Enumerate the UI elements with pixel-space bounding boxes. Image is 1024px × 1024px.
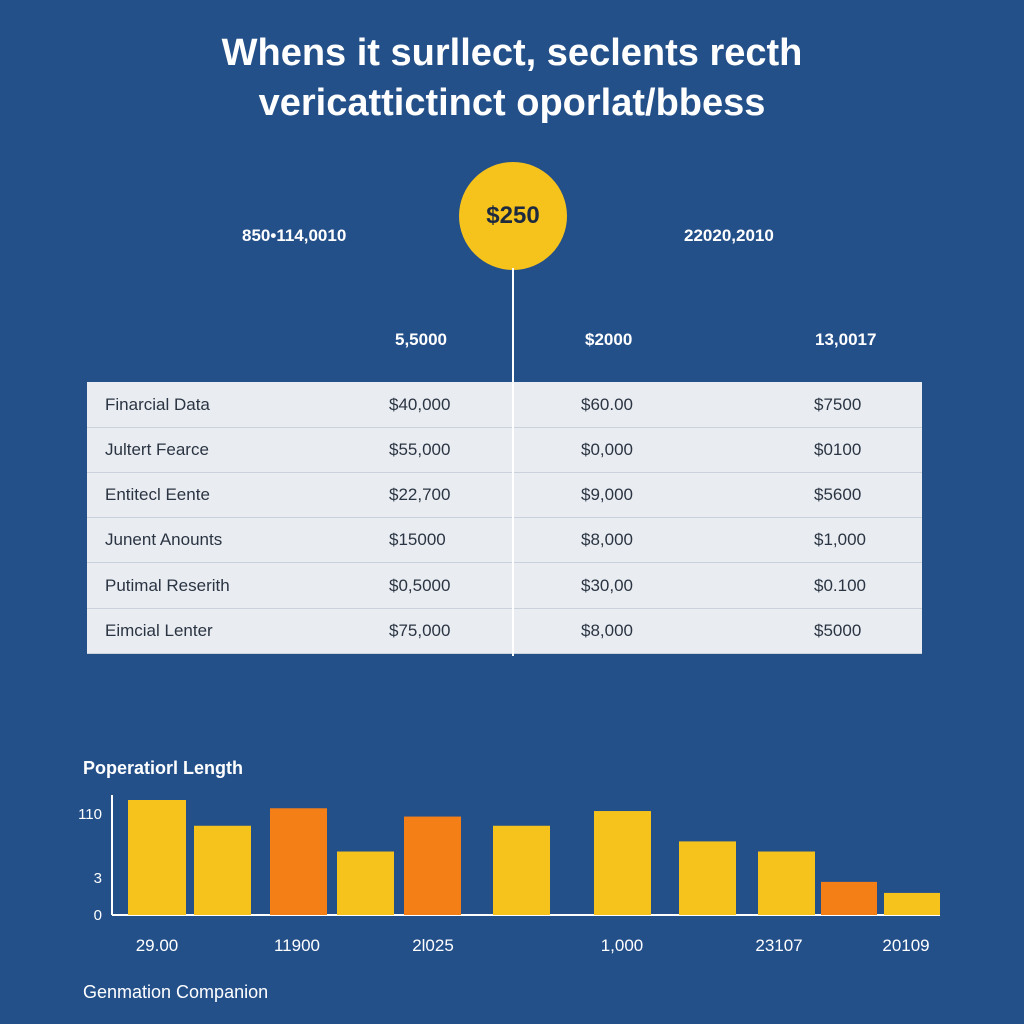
bar [493, 825, 550, 915]
row-label: Entitecl Eente [105, 485, 210, 504]
cell-col-2: $8,000 [581, 530, 633, 549]
table-row: Jultert Fearce $55,000 $0,000 $0100 [87, 427, 922, 473]
table-row: Putimal Reserith $0,5000 $30,00 $0.100 [87, 563, 922, 609]
x-tick-label: 29.00 [136, 936, 179, 955]
cell-col-2: $0,000 [581, 440, 633, 459]
title-line-2: vericattictinct oporlat/bbess [258, 82, 766, 124]
bar [270, 808, 327, 915]
bar [821, 881, 877, 915]
chart-title: Poperatiorl Length [83, 758, 244, 778]
cell-col-1: $22,700 [389, 485, 451, 504]
bar-chart: 0 3 110 29.00 11900 2l025 1,000 23107 20109 [78, 795, 940, 955]
range-left-label: 850•114,0010 [242, 226, 347, 245]
x-tick-label: 1,000 [601, 936, 644, 955]
cell-col-3: $0100 [814, 440, 862, 459]
column-header-2: $2000 [585, 330, 633, 349]
table-row: Finarcial Data $40,000 $60.00 $7500 [87, 382, 922, 428]
data-table: Finarcial Data $40,000 $60.00 $7500 Jult… [87, 382, 922, 654]
cell-col-3: $5000 [814, 621, 862, 640]
bar [337, 851, 394, 915]
bar [404, 816, 461, 915]
cell-col-3: $7500 [814, 395, 862, 414]
row-label: Junent Anounts [105, 530, 223, 549]
row-label: Jultert Fearce [105, 440, 209, 459]
y-tick-label: 0 [94, 907, 102, 924]
range-right-label: 22020,2010 [684, 226, 774, 245]
y-tick-label: 110 [78, 806, 102, 823]
cell-col-2: $9,000 [581, 485, 633, 504]
cell-col-1: $75,000 [389, 621, 451, 640]
row-label: Putimal Reserith [105, 576, 230, 595]
table-row: Entitecl Eente $22,700 $9,000 $5600 [87, 472, 922, 518]
bar [594, 811, 651, 915]
value-badge: $250 [459, 162, 567, 270]
x-tick-label: 2l025 [412, 936, 454, 955]
cell-col-3: $0.100 [814, 576, 866, 595]
cell-col-2: $8,000 [581, 621, 633, 640]
value-badge-label: $250 [486, 202, 540, 229]
cell-col-1: $15000 [389, 530, 446, 549]
bar [679, 841, 736, 915]
cell-col-2: $30,00 [581, 576, 633, 595]
bar [194, 825, 251, 915]
cell-col-1: $40,000 [389, 395, 451, 414]
row-label: Eimcial Lenter [105, 621, 213, 640]
x-tick-label: 20109 [882, 936, 929, 955]
title-line-1: Whens it surllect, seclents recth [221, 32, 803, 74]
footer-label: Genmation Companion [83, 982, 269, 1002]
bar [128, 800, 186, 915]
x-tick-label: 11900 [274, 936, 320, 955]
table-divider [512, 382, 514, 654]
cell-col-1: $55,000 [389, 440, 451, 459]
table-row: Eimcial Lenter $75,000 $8,000 $5000 [87, 608, 922, 654]
cell-col-1: $0,5000 [389, 576, 451, 595]
column-header-1: 5,5000 [395, 330, 447, 349]
table-row: Junent Anounts $15000 $8,000 $1,000 [87, 517, 922, 563]
bar [884, 892, 940, 915]
bar [758, 851, 815, 915]
cell-col-3: $5600 [814, 485, 862, 504]
row-label: Finarcial Data [105, 395, 210, 414]
cell-col-3: $1,000 [814, 530, 866, 549]
y-tick-label: 3 [94, 870, 102, 887]
cell-col-2: $60.00 [581, 395, 633, 414]
x-tick-label: 23107 [755, 936, 802, 955]
column-header-3: 13,0017 [815, 330, 877, 349]
